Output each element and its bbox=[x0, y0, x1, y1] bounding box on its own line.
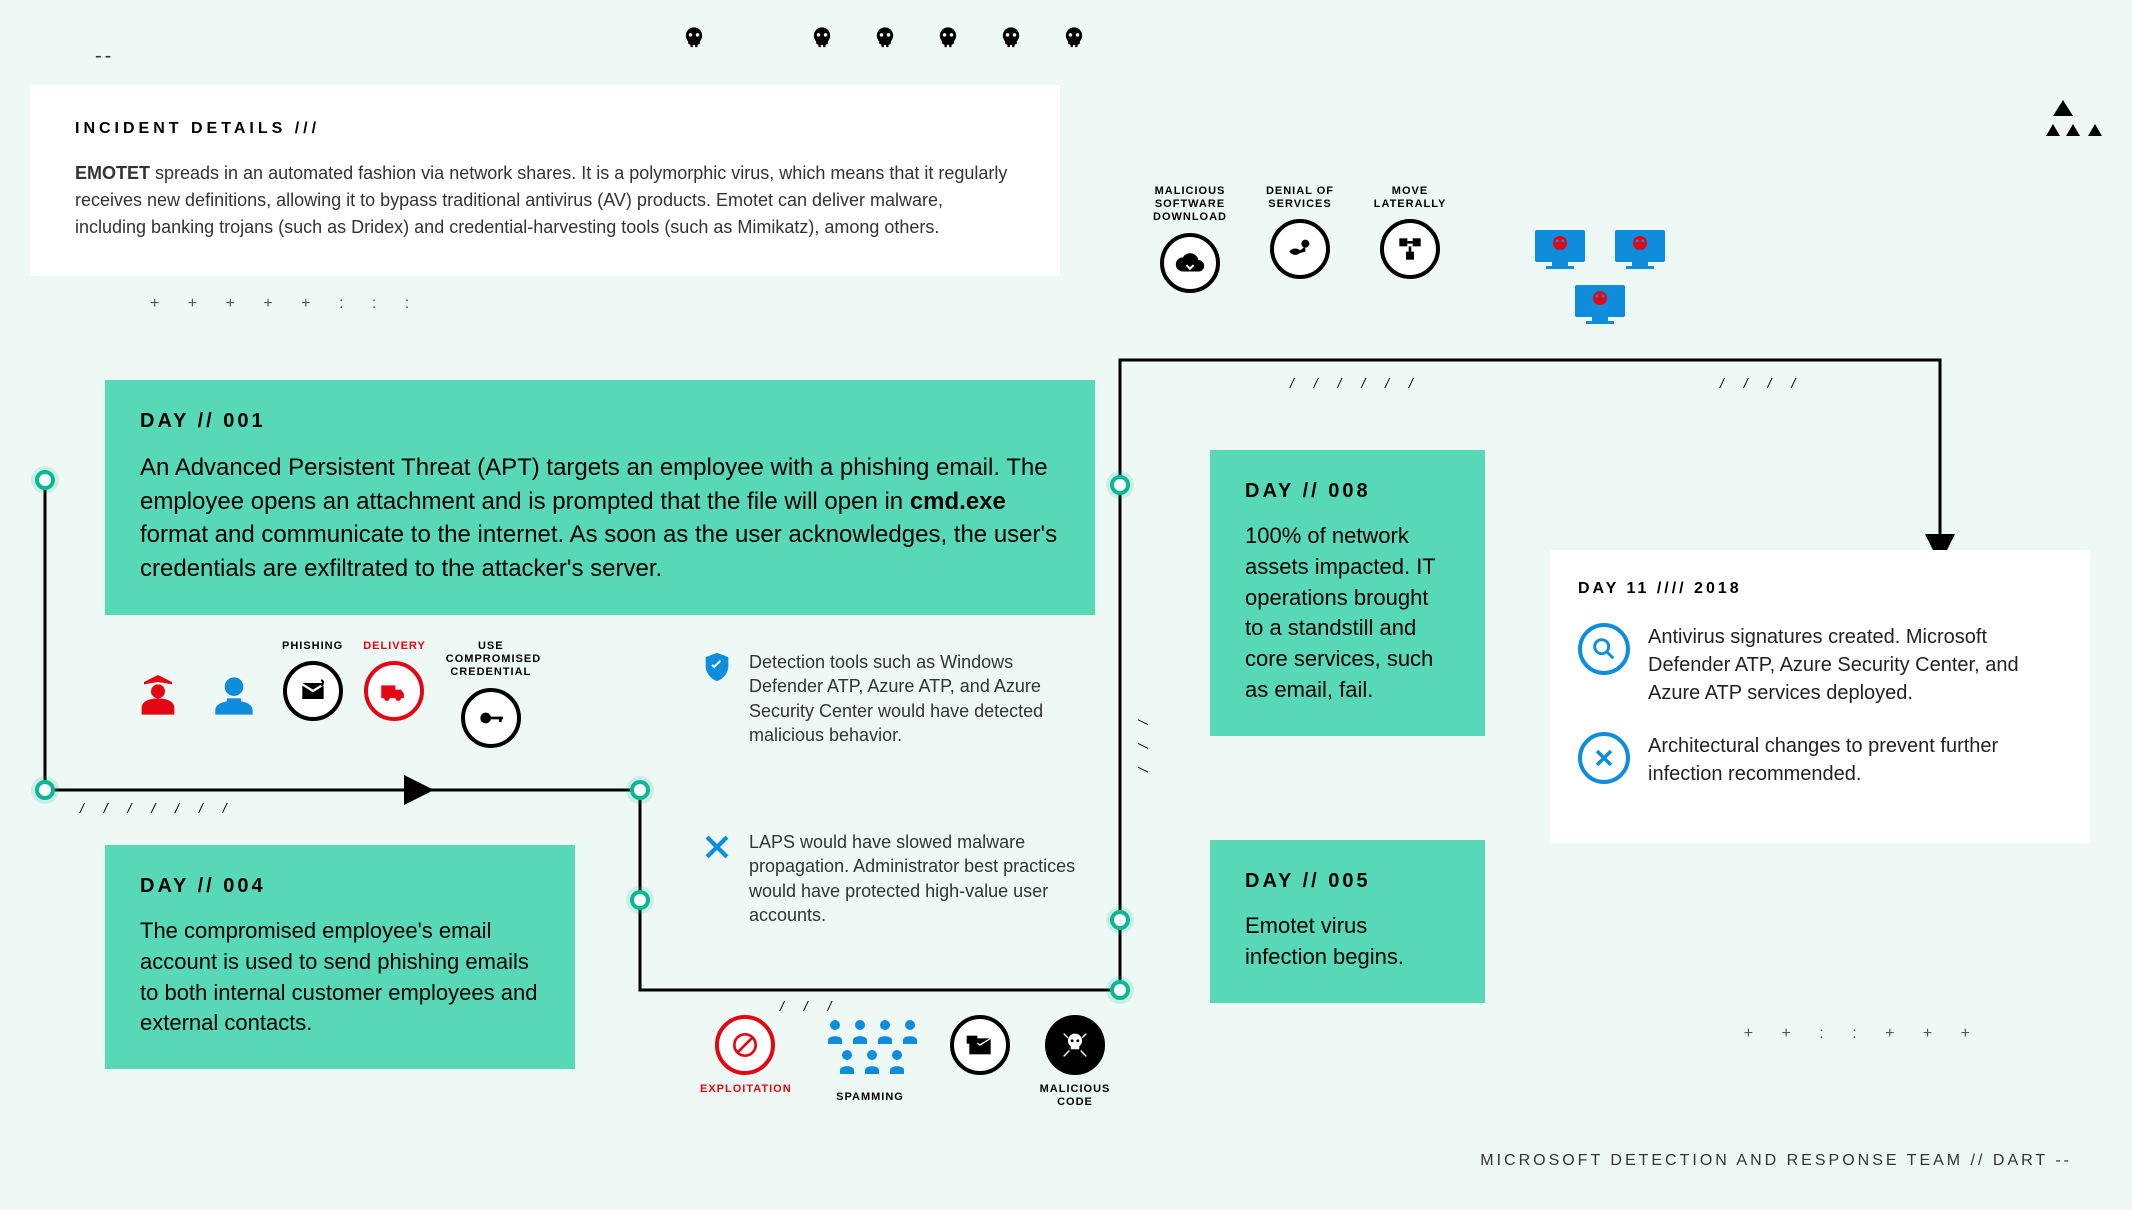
flow-node bbox=[1110, 980, 1130, 1000]
path-ticks: / / / / / / / bbox=[80, 800, 235, 816]
lateral-icon bbox=[1380, 219, 1440, 279]
shield-icon bbox=[700, 650, 734, 684]
corner-triangles bbox=[2046, 100, 2102, 136]
icon-row-attack: PHISHING DELIVERY USE COMPROMISED CREDEN… bbox=[130, 640, 536, 748]
icon-label: PHISHING bbox=[282, 640, 343, 653]
day-005-card: DAY // 005 Emotet virus infection begins… bbox=[1210, 840, 1485, 1003]
icon-label: MALICIOUS CODE bbox=[1030, 1083, 1120, 1109]
footer: MICROSOFT DETECTION AND RESPONSE TEAM //… bbox=[1480, 1152, 2072, 1170]
day-001-card: DAY // 001 An Advanced Persistent Threat… bbox=[105, 380, 1095, 615]
icon-label: EXPLOITATION bbox=[700, 1083, 790, 1096]
day-text: The compromised employee's email account… bbox=[140, 916, 540, 1039]
day-008-card: DAY // 008 100% of network assets impact… bbox=[1210, 450, 1485, 736]
day-text: Emotet virus infection begins. bbox=[1245, 911, 1450, 973]
path-ticks: / / / / bbox=[1720, 375, 1803, 391]
tip-text: LAPS would have slowed malware propagati… bbox=[749, 830, 1079, 927]
download-icon bbox=[1160, 233, 1220, 293]
malicious-code-icon bbox=[1045, 1015, 1105, 1075]
phishing-icon bbox=[283, 661, 343, 721]
path-ticks: / / / / / / bbox=[1290, 375, 1421, 391]
magnify-icon bbox=[1578, 623, 1630, 675]
header-dash: -- bbox=[95, 45, 114, 68]
tip-text: Detection tools such as Windows Defender… bbox=[749, 650, 1079, 747]
path-ticks: / / / bbox=[1135, 720, 1151, 779]
spamming-users-icon bbox=[820, 1015, 920, 1083]
flow-node bbox=[1110, 475, 1130, 495]
tip-laps: LAPS would have slowed malware propagati… bbox=[700, 830, 1079, 927]
icon-label: MALICIOUS SOFTWARE DOWNLOAD bbox=[1145, 185, 1235, 225]
victim-icon bbox=[206, 668, 262, 724]
day-label: DAY // 005 bbox=[1245, 870, 1450, 893]
exploitation-icon bbox=[715, 1015, 775, 1075]
infected-computers bbox=[1530, 225, 1670, 340]
skull-icon bbox=[997, 25, 1025, 53]
skull-icon bbox=[871, 25, 899, 53]
incident-title: INCIDENT DETAILS /// bbox=[75, 120, 1015, 138]
icon-row-impact: MALICIOUS SOFTWARE DOWNLOAD DENIAL OF SE… bbox=[1145, 185, 1455, 293]
delivery-icon bbox=[364, 661, 424, 721]
day-11-card: DAY 11 //// 2018 Antivirus signatures cr… bbox=[1550, 550, 2090, 843]
icon-label: DELIVERY bbox=[363, 640, 426, 653]
flow-node bbox=[630, 780, 650, 800]
skull-icon bbox=[680, 25, 708, 53]
day-label: DAY // 004 bbox=[140, 875, 540, 898]
day11-text: Architectural changes to prevent further… bbox=[1648, 732, 2062, 788]
header-skulls bbox=[680, 25, 1088, 53]
icon-row-spread: EXPLOITATION SPAMMING MALICIOUS CODE bbox=[700, 1015, 1120, 1109]
incident-body: EMOTET spreads in an automated fashion v… bbox=[75, 160, 1015, 241]
icon-label: DENIAL OF SERVICES bbox=[1255, 185, 1345, 211]
icon-label: SPAMMING bbox=[836, 1091, 904, 1104]
decoration-plus: + + + + + : : : bbox=[150, 295, 421, 313]
tools-icon bbox=[1578, 732, 1630, 784]
icon-label: MOVE LATERALLY bbox=[1365, 185, 1455, 211]
day-label: DAY 11 //// 2018 bbox=[1578, 580, 2062, 598]
tools-icon bbox=[700, 830, 734, 864]
day11-text: Antivirus signatures created. Microsoft … bbox=[1648, 623, 2062, 707]
skull-icon bbox=[934, 25, 962, 53]
day-text: 100% of network assets impacted. IT oper… bbox=[1245, 521, 1450, 706]
attacker-icon bbox=[130, 668, 186, 724]
skull-icon bbox=[1060, 25, 1088, 53]
flow-node bbox=[1110, 910, 1130, 930]
tip-detection: Detection tools such as Windows Defender… bbox=[700, 650, 1079, 747]
flow-node bbox=[35, 780, 55, 800]
decoration-plus: + + : : + + + bbox=[1744, 1025, 1982, 1043]
path-ticks: / / / bbox=[780, 998, 839, 1014]
flow-node bbox=[35, 470, 55, 490]
icon-label: USE COMPROMISED CREDENTIAL bbox=[446, 640, 536, 680]
incident-details-box: INCIDENT DETAILS /// EMOTET spreads in a… bbox=[30, 85, 1060, 276]
day-text: An Advanced Persistent Threat (APT) targ… bbox=[140, 451, 1060, 585]
key-icon bbox=[461, 688, 521, 748]
day-label: DAY // 008 bbox=[1245, 480, 1450, 503]
skull-icon bbox=[808, 25, 836, 53]
day-004-card: DAY // 004 The compromised employee's em… bbox=[105, 845, 575, 1069]
flow-node bbox=[630, 890, 650, 910]
dos-icon bbox=[1270, 219, 1330, 279]
spam-mail-icon bbox=[950, 1015, 1010, 1075]
day-label: DAY // 001 bbox=[140, 410, 1060, 433]
